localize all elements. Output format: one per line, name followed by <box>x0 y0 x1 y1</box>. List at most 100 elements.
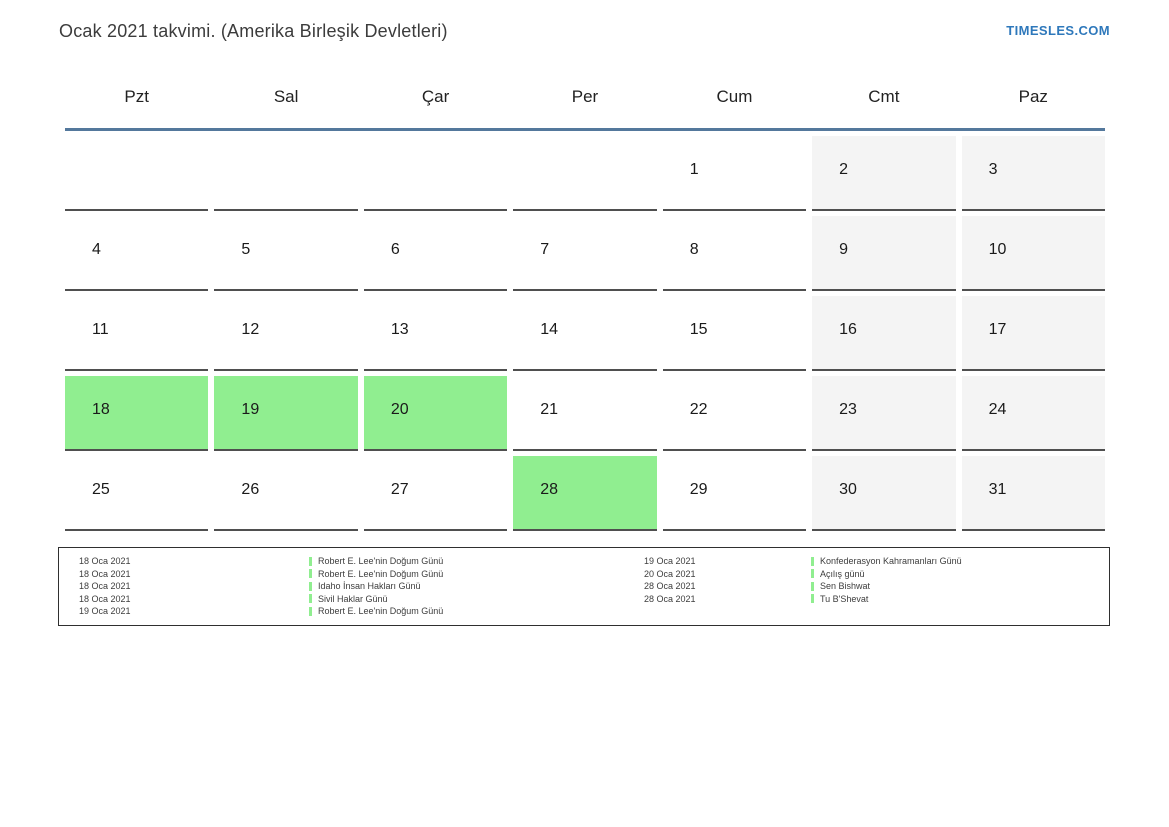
day-cell-weekend: 23 <box>812 371 956 451</box>
day-number: 7 <box>540 241 550 258</box>
legend-date: 20 Oca 2021 <box>644 568 696 579</box>
holiday-legend-box: 18 Oca 2021 Robert E. Lee'nin Doğum Günü 1… <box>58 547 1110 626</box>
day-cell <box>363 131 508 211</box>
day-cell-background <box>364 296 507 369</box>
day-number: 26 <box>241 481 260 498</box>
day-cell-background <box>961 376 1105 449</box>
legend-event-name: Robert E. Lee'nin Doğum Günü <box>318 556 444 567</box>
day-cell-background <box>65 456 208 529</box>
holiday-marker-icon <box>309 556 312 566</box>
day-cell: 14 <box>513 291 657 371</box>
day-cell: 7 <box>513 211 657 291</box>
day-cell: 25 <box>65 451 209 531</box>
day-cell-background <box>65 296 208 369</box>
day-cell: 13 <box>363 291 508 371</box>
day-number: 6 <box>390 241 400 258</box>
day-cell-background <box>663 456 806 529</box>
day-number: 31 <box>988 481 1007 498</box>
day-number: 17 <box>988 321 1007 338</box>
weekday-header: Cmt <box>868 87 900 106</box>
day-cell-weekend: 31 <box>961 451 1105 531</box>
day-cell: 21 <box>513 371 657 451</box>
legend-entry: 19 Oca 2021 Konfederasyon Kahramanları Gü… <box>644 555 962 568</box>
legend-date: 28 Oca 2021 <box>644 593 696 604</box>
day-cell-holiday: 19 <box>214 371 358 451</box>
day-cell: 5 <box>214 211 358 291</box>
day-number: 27 <box>390 481 409 498</box>
day-cell-background <box>961 456 1105 529</box>
legend-event-name: Robert E. Lee'nin Doğum Günü <box>318 568 444 579</box>
legend-event-name: Sivil Haklar Günü <box>318 593 388 604</box>
brand-link[interactable]: TIMESLES.COM <box>1006 23 1110 38</box>
legend-entry: 20 Oca 2021 Açılış günü <box>644 568 962 581</box>
day-number: 21 <box>540 401 559 418</box>
day-cell-weekend: 3 <box>961 131 1105 211</box>
day-cell-weekend: 16 <box>812 291 956 371</box>
day-cell-background <box>364 136 507 209</box>
day-number: 19 <box>241 401 260 418</box>
day-cell-background <box>214 296 357 369</box>
day-cell: 22 <box>662 371 807 451</box>
day-number: 10 <box>988 241 1007 258</box>
day-cell-background <box>663 136 806 209</box>
day-cell-background <box>663 216 806 289</box>
day-cell: 27 <box>363 451 508 531</box>
legend-date: 18 Oca 2021 <box>79 581 131 592</box>
day-cell-weekend: 9 <box>812 211 956 291</box>
legend-event-name: Açılış günü <box>820 568 865 579</box>
day-cell-background <box>812 456 956 529</box>
weekday-header: Per <box>571 87 599 106</box>
day-number: 22 <box>689 401 708 418</box>
legend-event-name: Tu B'Shevat <box>820 593 869 604</box>
day-cell: 29 <box>662 451 807 531</box>
day-number: 8 <box>689 241 699 258</box>
day-number: 24 <box>988 401 1007 418</box>
legend-date: 19 Oca 2021 <box>79 606 131 617</box>
day-cell-background <box>513 456 657 529</box>
day-number: 2 <box>839 161 849 178</box>
day-cell-background <box>663 376 806 449</box>
legend-event-name: Robert E. Lee'nin Doğum Günü <box>318 606 444 617</box>
legend-entry: 19 Oca 2021 Robert E. Lee'nin Doğum Günü <box>79 605 443 618</box>
day-cell-background <box>513 376 656 449</box>
day-cell <box>513 131 657 211</box>
day-cell: 26 <box>214 451 358 531</box>
day-number: 23 <box>839 401 857 418</box>
day-number: 29 <box>689 481 708 498</box>
legend-entry: 28 Oca 2021 Sen Bishwat <box>644 580 962 593</box>
legend-entry: 18 Oca 2021 Robert E. Lee'nin Doğum Günü <box>79 568 443 581</box>
day-number: 15 <box>689 321 708 338</box>
day-number: 13 <box>390 321 409 338</box>
day-cell: 8 <box>662 211 807 291</box>
day-cell-background <box>364 216 507 289</box>
day-cell: 15 <box>662 291 807 371</box>
day-cell: 12 <box>214 291 358 371</box>
day-cell-background <box>812 136 956 209</box>
legend-date: 19 Oca 2021 <box>644 556 696 567</box>
day-cell-background <box>364 456 507 529</box>
day-cell-background <box>214 216 357 289</box>
day-number: 14 <box>540 321 559 338</box>
holiday-marker-icon <box>309 569 312 579</box>
day-cell-background <box>214 456 357 529</box>
day-number: 16 <box>839 321 857 338</box>
day-number: 30 <box>839 481 857 498</box>
day-cell-weekend: 2 <box>812 131 956 211</box>
day-cell-background <box>65 136 208 209</box>
legend-date: 18 Oca 2021 <box>79 568 131 579</box>
weekday-header: Sal <box>273 87 299 106</box>
day-cell-background <box>961 296 1105 369</box>
day-cell <box>65 131 209 211</box>
day-cell-background <box>961 216 1105 289</box>
day-number: 18 <box>92 401 110 418</box>
day-number: 5 <box>241 241 251 258</box>
weekday-header: Paz <box>1018 87 1048 106</box>
weekday-header-row: Pzt Sal Çar Per Cum Cmt Paz <box>65 66 1105 131</box>
calendar: Pzt Sal Çar Per Cum Cmt Paz 1 2 3 4 5 6 7 8 9 10 11 12 13 1… <box>65 66 1105 531</box>
legend-entry: 28 Oca 2021 Tu B'Shevat <box>644 593 962 606</box>
holiday-marker-icon <box>309 606 312 616</box>
legend-event-name: Konfederasyon Kahramanları Günü <box>820 556 962 567</box>
day-cell-weekend: 24 <box>961 371 1105 451</box>
legend-date: 28 Oca 2021 <box>644 581 696 592</box>
